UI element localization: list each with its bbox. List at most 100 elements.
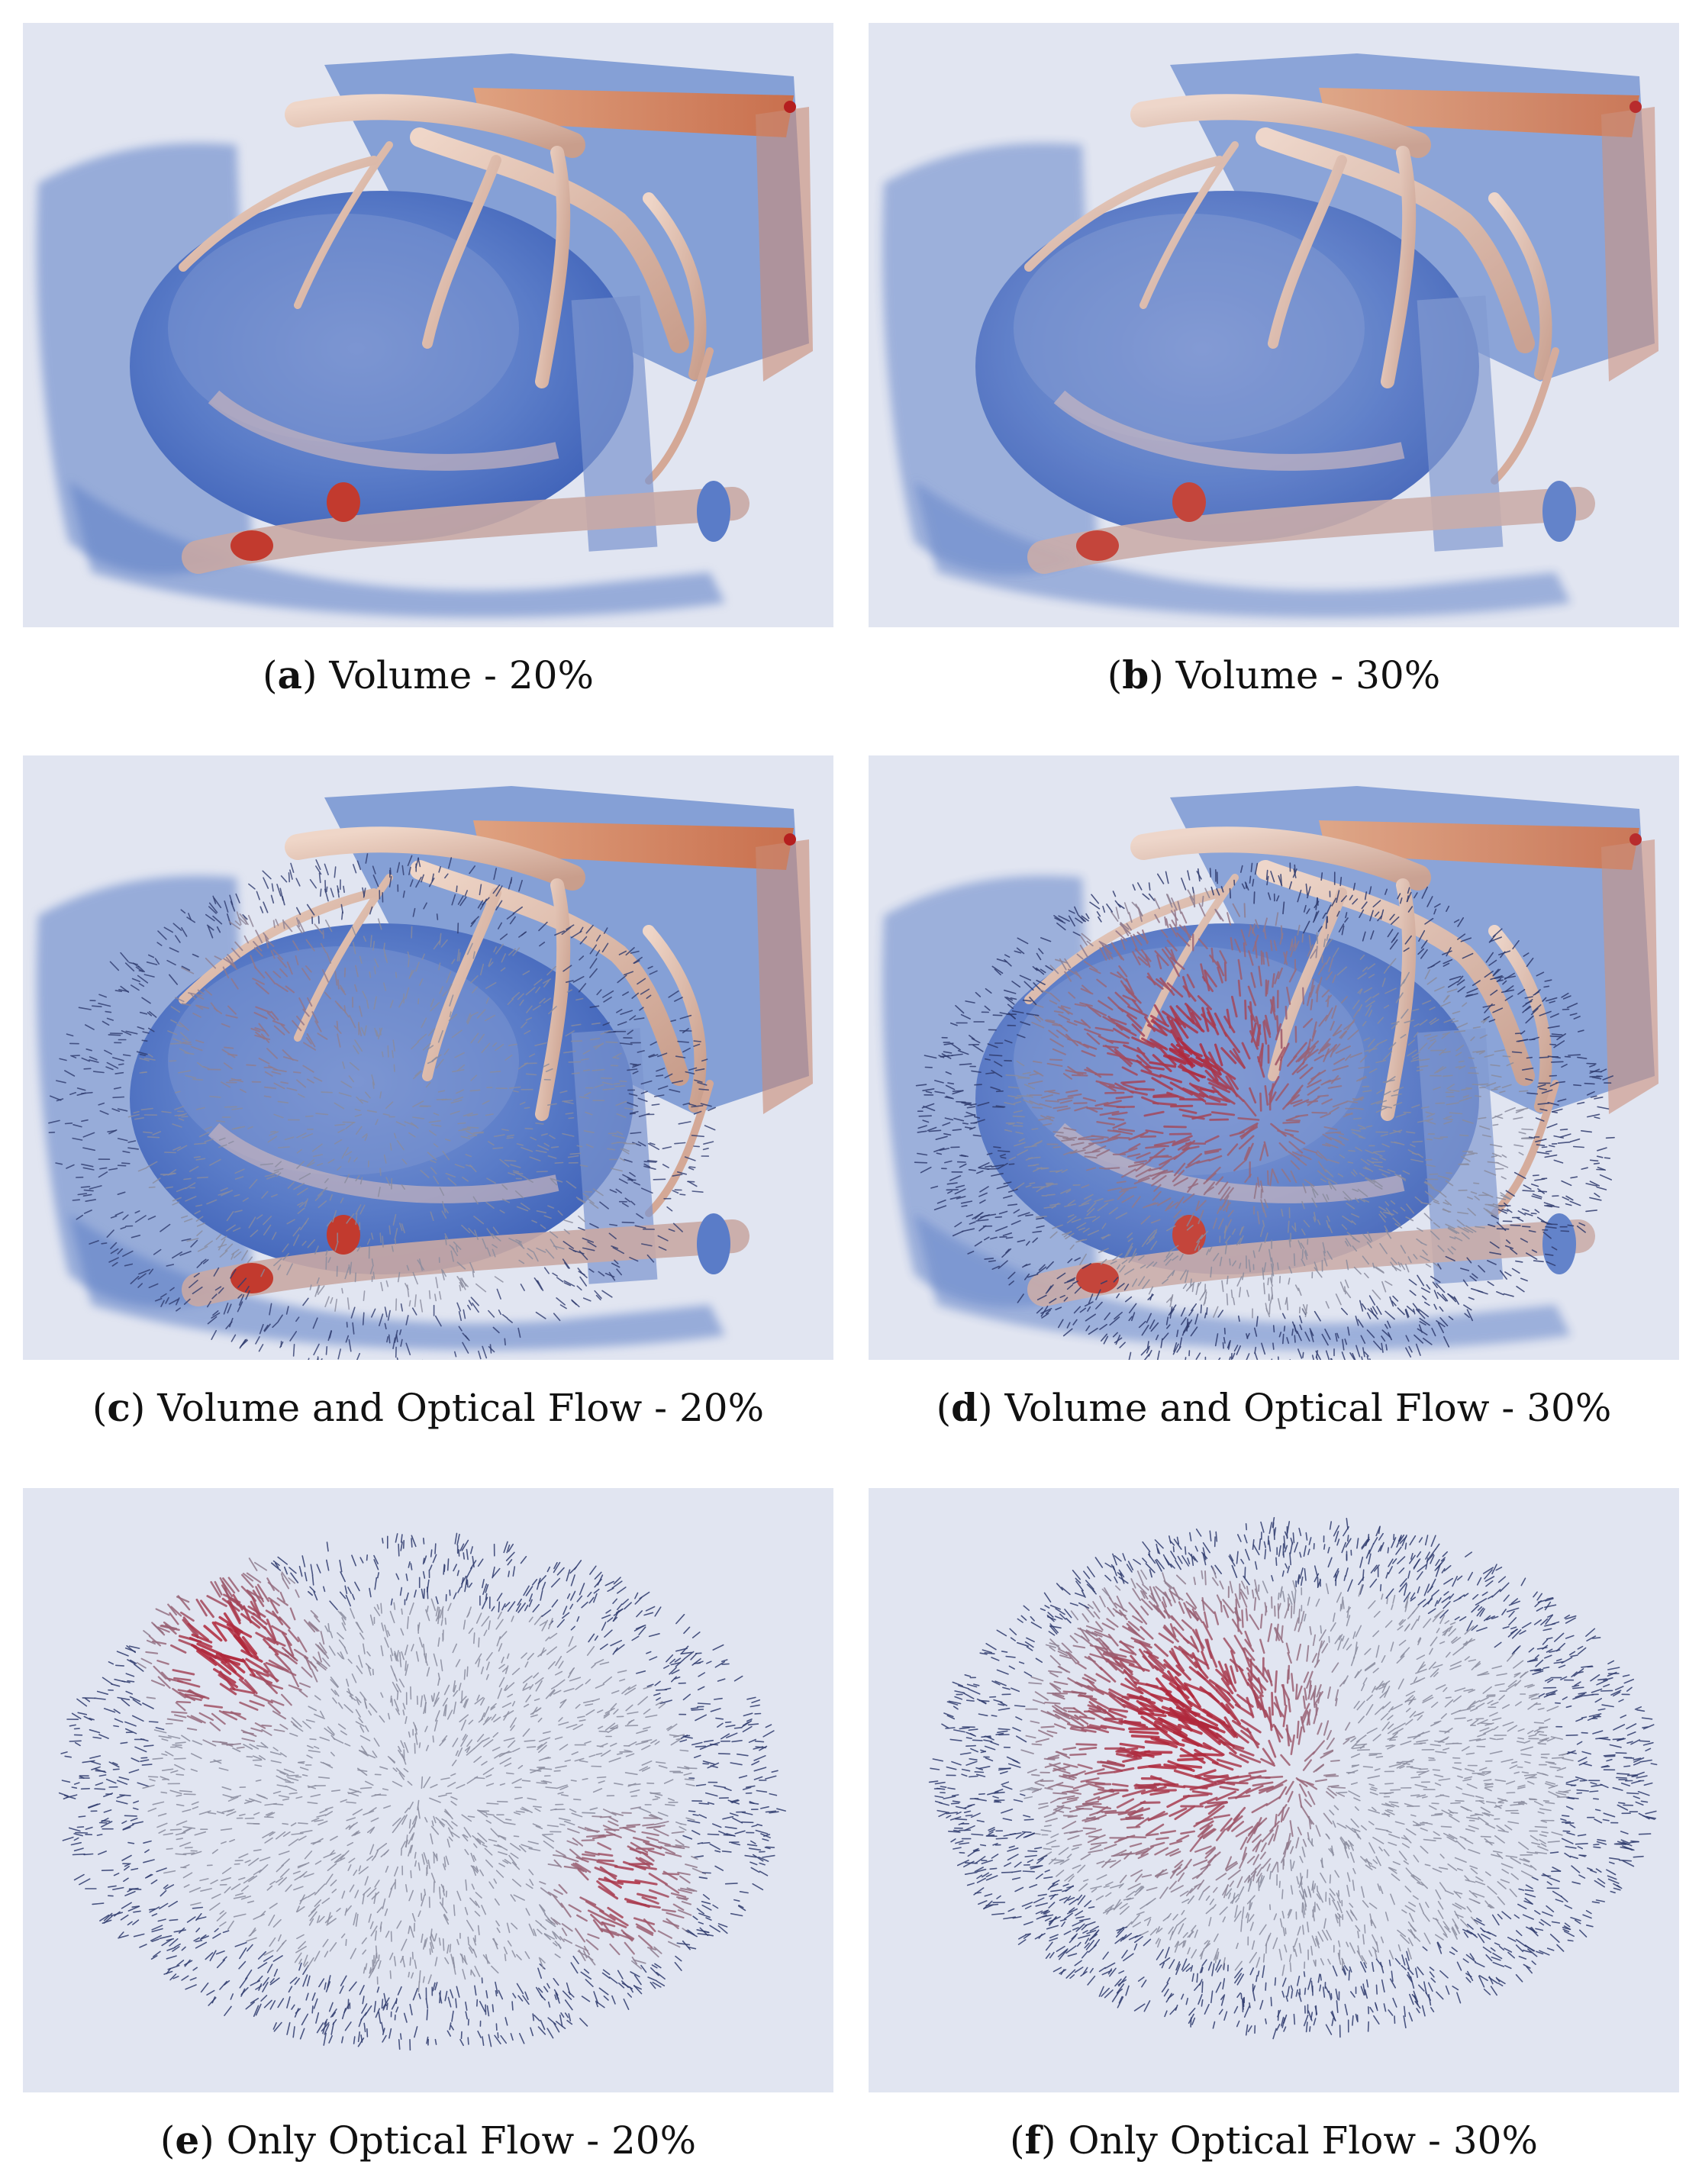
flow-vector <box>1323 1126 1338 1131</box>
flow-vector <box>325 1981 331 1992</box>
flow-vector <box>317 1358 319 1360</box>
flow-vector <box>1365 1177 1376 1184</box>
flow-vector <box>389 1970 392 1979</box>
flow-vector <box>495 1619 504 1630</box>
flow-vector <box>117 1138 128 1142</box>
flow-vector <box>675 1738 683 1741</box>
flow-vector <box>1494 1049 1505 1052</box>
flow-vector <box>359 1557 364 1564</box>
flow-vector <box>387 1712 391 1720</box>
flow-vector <box>435 1596 439 1605</box>
flow-vector <box>1437 1245 1445 1252</box>
flow-vector <box>1470 1036 1475 1042</box>
flow-vector <box>115 1664 124 1667</box>
flow-vector <box>1326 1219 1330 1229</box>
flow-vector <box>1076 1222 1087 1229</box>
flow-vector <box>563 1219 573 1224</box>
flow-vector <box>1545 1150 1552 1153</box>
flow-vector <box>411 1832 415 1841</box>
flow-vector <box>1121 1168 1136 1178</box>
flow-vector <box>240 1339 249 1347</box>
flow-vector <box>462 1342 469 1354</box>
flow-vector <box>522 1728 530 1738</box>
flow-vector <box>1352 1117 1362 1120</box>
flow-vector <box>341 1147 349 1159</box>
flow-vector <box>463 1699 468 1708</box>
flow-vector <box>1420 1287 1430 1293</box>
flow-vector <box>1179 1253 1184 1261</box>
flow-vector <box>484 1847 493 1856</box>
flow-vector <box>369 935 372 948</box>
flow-vector <box>434 1315 442 1327</box>
flow-vector <box>1191 1084 1215 1094</box>
flow-vector <box>1426 1138 1433 1141</box>
flow-vector <box>712 1823 722 1828</box>
flow-vector <box>209 1657 232 1676</box>
flow-vector <box>628 1719 635 1723</box>
flow-vector <box>216 926 221 933</box>
flow-vector <box>155 1727 165 1731</box>
flow-vector <box>943 1132 952 1136</box>
flow-vector <box>194 1142 207 1145</box>
flow-vector <box>156 1867 167 1873</box>
flow-vector <box>1332 1100 1348 1108</box>
flow-vector <box>695 1714 708 1722</box>
flow-vector <box>1548 1145 1555 1148</box>
flow-vector <box>1392 1210 1398 1214</box>
flow-vector <box>1372 900 1381 908</box>
flow-vector <box>218 1190 230 1196</box>
flow-vector <box>1597 1147 1607 1152</box>
flow-vector <box>1605 1136 1615 1139</box>
flow-vector <box>485 1716 489 1723</box>
flow-vector <box>1036 1307 1043 1314</box>
flow-vector <box>261 1728 272 1736</box>
flow-vector <box>212 895 217 904</box>
flow-vector <box>324 888 329 902</box>
flow-vector <box>429 1941 434 1954</box>
flow-vector <box>324 863 329 875</box>
flow-vector <box>1146 1341 1149 1349</box>
flow-vector <box>1355 1146 1362 1152</box>
flow-vector <box>414 1860 417 1867</box>
flow-vector <box>1426 977 1437 985</box>
flow-vector <box>504 1665 509 1674</box>
flow-vector <box>529 1683 534 1690</box>
flow-vector <box>555 2021 566 2030</box>
flow-vector <box>482 1844 488 1847</box>
flow-vector <box>950 1053 963 1057</box>
flow-vector <box>394 1329 398 1343</box>
flow-vector <box>1073 1306 1081 1314</box>
flow-vector <box>259 1163 274 1166</box>
flow-vector <box>1445 1116 1452 1119</box>
flow-vector <box>1079 1253 1087 1266</box>
flow-vector <box>302 1974 308 1987</box>
flow-vector <box>211 1893 221 1899</box>
flow-vector <box>408 1833 414 1844</box>
flow-vector <box>298 997 306 1010</box>
flow-vector <box>1165 1296 1173 1303</box>
flow-vector <box>1402 1170 1410 1175</box>
flow-vector <box>354 1830 359 1836</box>
flow-vector <box>1141 1324 1149 1336</box>
flow-vector <box>554 1994 557 2000</box>
flow-vector <box>1304 1251 1308 1260</box>
flow-vector <box>1405 1347 1412 1358</box>
flow-vector <box>1311 1355 1315 1360</box>
flow-vector <box>1008 1280 1014 1286</box>
flow-vector <box>441 1200 446 1213</box>
flow-vector <box>196 1230 203 1236</box>
flow-vector <box>274 1562 279 1568</box>
flow-vector <box>334 1298 338 1313</box>
flow-vector <box>215 1950 225 1955</box>
flow-vector <box>1175 1196 1185 1209</box>
flow-vector <box>1341 1224 1348 1230</box>
flow-vector <box>579 936 588 945</box>
flow-vector <box>181 965 191 971</box>
flow-vector <box>1311 1197 1318 1208</box>
flow-vector <box>651 1103 660 1106</box>
flow-vector <box>392 1767 398 1773</box>
flow-vector <box>220 1828 233 1831</box>
flow-vector <box>164 1152 176 1154</box>
flow-vector <box>1036 979 1046 985</box>
flow-vector <box>934 1090 946 1094</box>
